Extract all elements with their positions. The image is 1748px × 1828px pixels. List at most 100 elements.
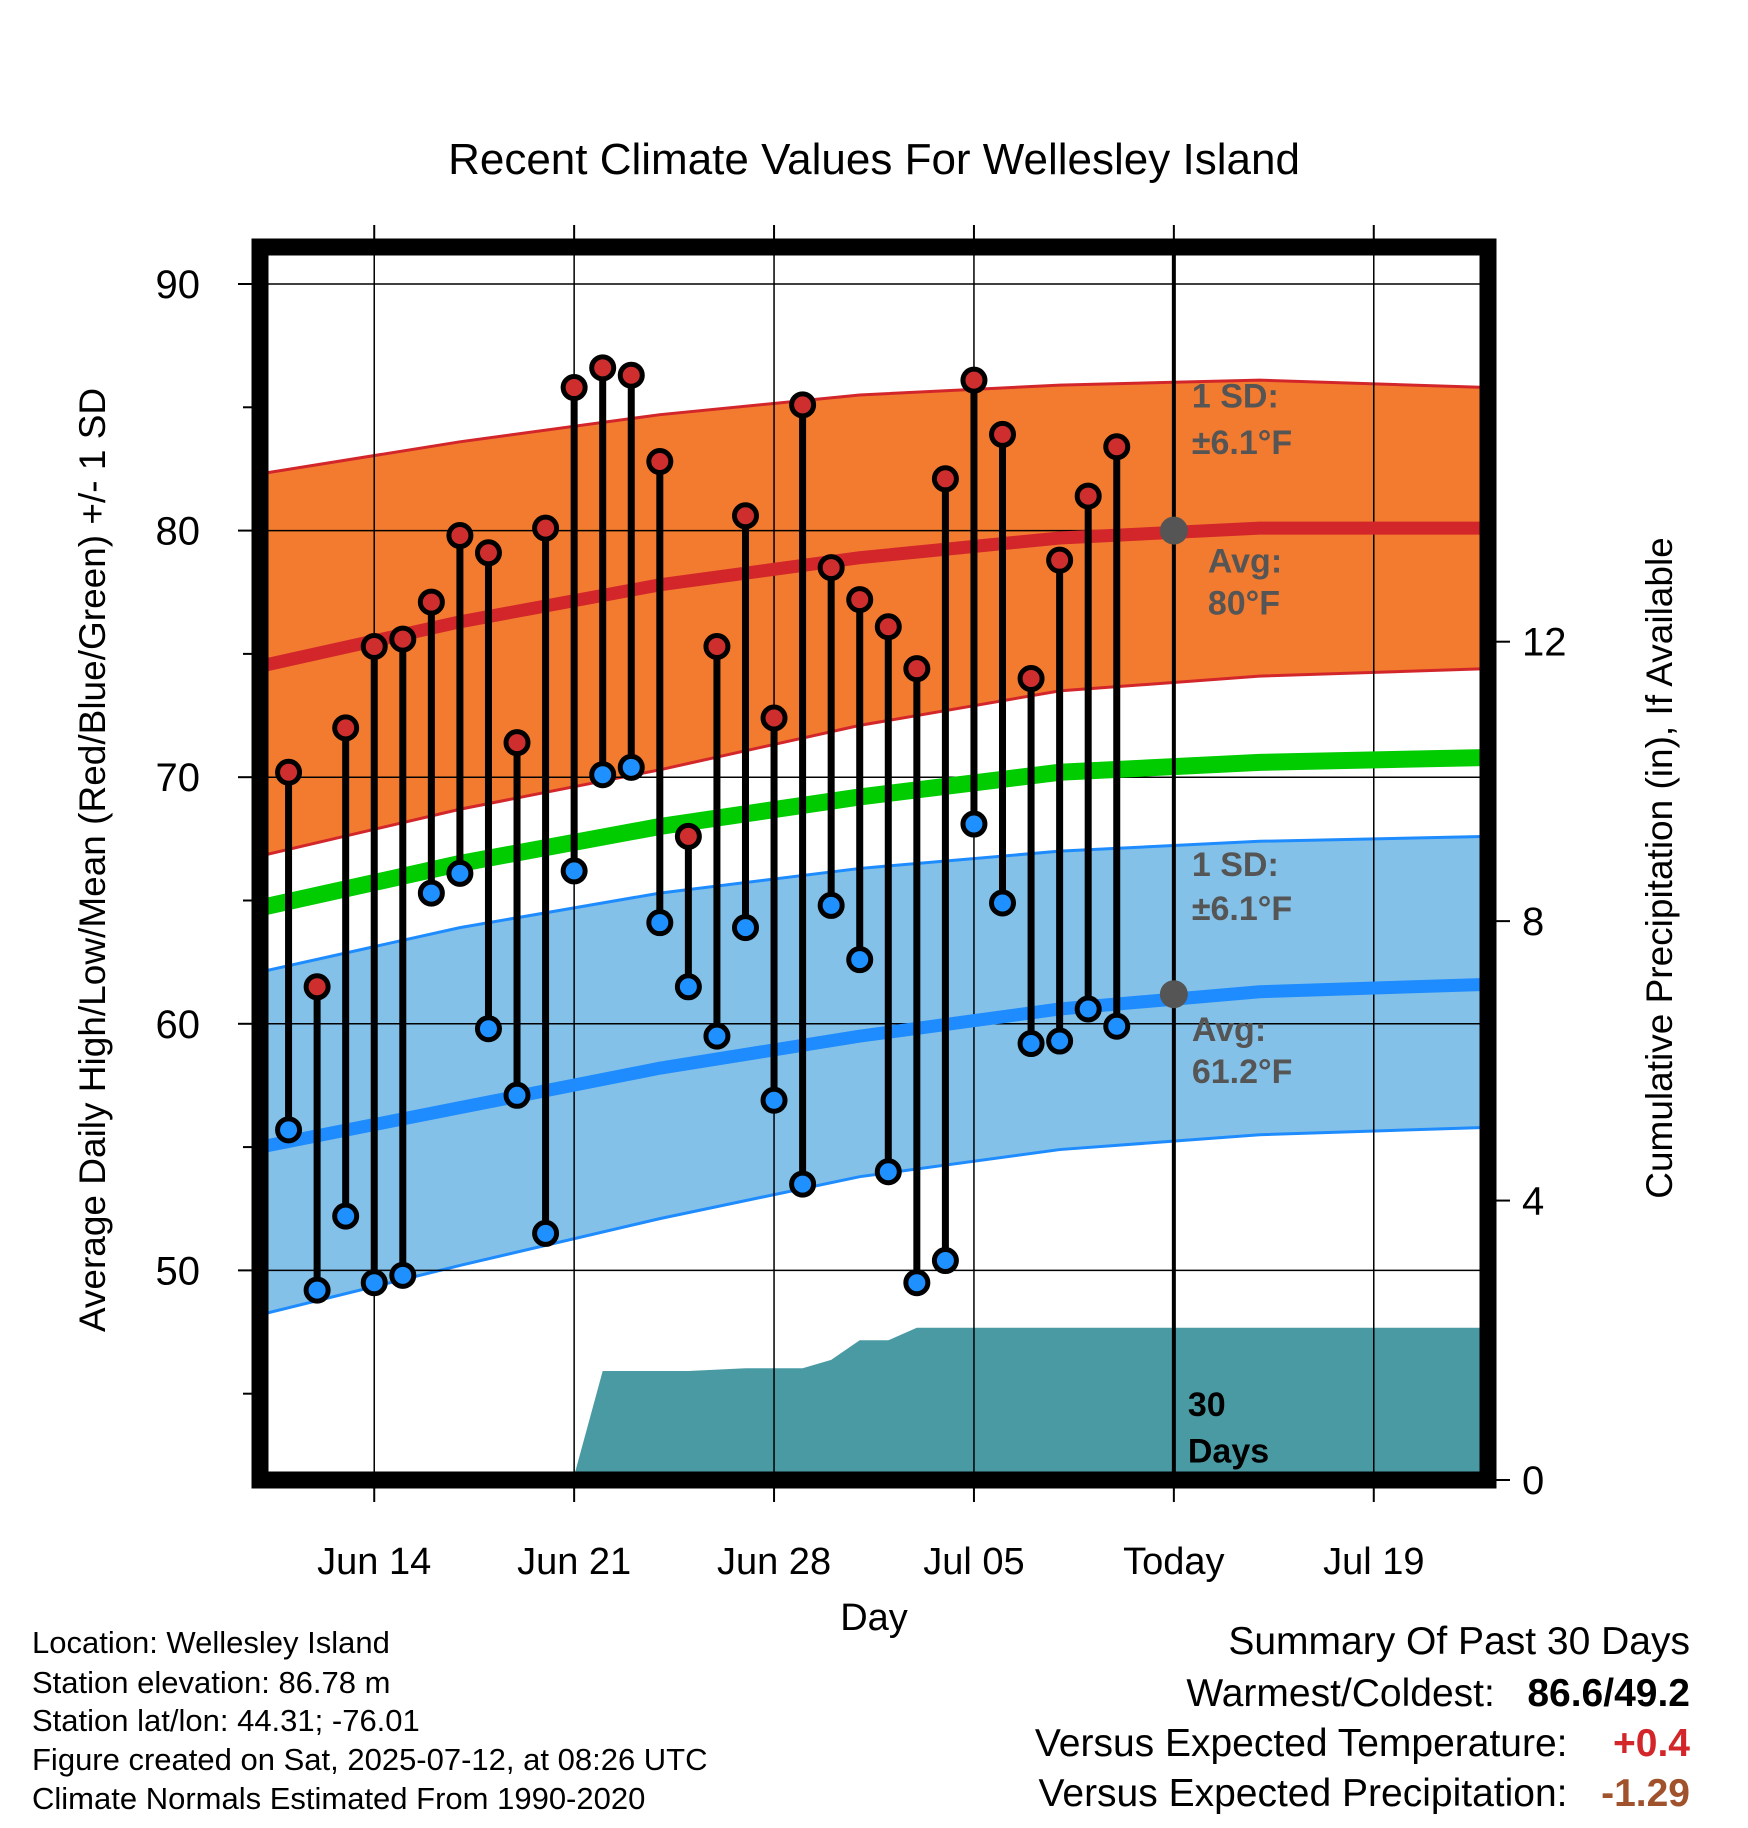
daily-high-point (474, 539, 502, 567)
daily-high-point (1103, 433, 1131, 461)
daily-high-point (532, 514, 560, 542)
y2-tick-label: 0 (1522, 1459, 1544, 1503)
x-tick-label: Jul 05 (923, 1541, 1024, 1583)
daily-high-point (617, 361, 645, 389)
low-sd-title: 1 SD: (1192, 846, 1279, 884)
daily-low-point (646, 909, 674, 937)
info-created: Figure created on Sat, 2025-07-12, at 08… (32, 1742, 708, 1777)
today-high-avg-marker (1159, 516, 1188, 545)
window-label-unit: Days (1188, 1433, 1269, 1471)
window-label-number: 30 (1188, 1386, 1226, 1424)
summary-warmest-value: 86.6/49.2 (1527, 1672, 1690, 1715)
y-axis-label: Average Daily High/Low/Mean (Red/Blue/Gr… (72, 388, 113, 1332)
daily-low-point (931, 1247, 959, 1275)
daily-high-point (446, 522, 474, 550)
y-tick-label: 90 (156, 263, 201, 307)
daily-low-point (474, 1015, 502, 1043)
daily-low-point (846, 946, 874, 974)
summary-warmest-row: Warmest/Coldest: 86.6/49.2 (1186, 1672, 1690, 1716)
daily-high-point (874, 613, 902, 641)
daily-high-point (989, 420, 1017, 448)
x-axis-label: Day (840, 1597, 908, 1639)
daily-high-point (1074, 482, 1102, 510)
y2-tick-label: 12 (1522, 621, 1567, 665)
summary-temp-value: +0.4 (1613, 1722, 1690, 1765)
daily-low-point (1134, 0, 1156, 11)
daily-high-point (360, 632, 388, 660)
daily-high-point (789, 391, 817, 419)
info-location: Location: Wellesley Island (32, 1625, 390, 1660)
y2-tick-label: 8 (1522, 900, 1544, 944)
daily-high-point (389, 625, 417, 653)
daily-low-point (617, 753, 645, 781)
daily-high-point (1017, 665, 1045, 693)
y2-tick-label: 4 (1522, 1180, 1544, 1224)
x-tick-label: Jun 28 (717, 1541, 831, 1583)
high-sd-value: ±6.1°F (1192, 424, 1292, 462)
daily-low-point (1074, 995, 1102, 1023)
info-latlon: Station lat/lon: 44.31; -76.01 (32, 1703, 420, 1738)
high-avg-title: Avg: (1208, 543, 1282, 581)
daily-low-point (674, 973, 702, 1001)
daily-low-point (903, 1269, 931, 1297)
daily-low-point (1017, 1030, 1045, 1058)
daily-high-point (960, 366, 988, 394)
daily-high-point (560, 374, 588, 402)
daily-high-point (703, 632, 731, 660)
y2-axis-label: Cumulative Precipitation (in), If Availa… (1639, 537, 1680, 1199)
daily-high-point (731, 502, 759, 530)
today-low-avg-marker (1159, 980, 1188, 1009)
daily-low-point (1046, 1027, 1074, 1055)
daily-high-point (303, 973, 331, 1001)
daily-high-point (417, 588, 445, 616)
precip-area (260, 1327, 1488, 1480)
daily-low-point (503, 1081, 531, 1109)
daily-low-point (1103, 1012, 1131, 1040)
info-elevation: Station elevation: 86.78 m (32, 1665, 391, 1700)
summary-temp-row: Versus Expected Temperature: +0.4 (1035, 1722, 1690, 1766)
daily-low-point (446, 859, 474, 887)
low-sd-lower-line (260, 1125, 1488, 1317)
daily-high-point (589, 354, 617, 382)
info-normals: Climate Normals Estimated From 1990-2020 (32, 1781, 646, 1816)
low-avg-value: 61.2°F (1192, 1053, 1293, 1091)
high-sd-title: 1 SD: (1192, 377, 1279, 415)
y-tick-label: 60 (156, 1003, 201, 1047)
daily-low-point (303, 1276, 331, 1304)
summary-warmest-label: Warmest/Coldest: (1186, 1672, 1495, 1715)
daily-low-point (417, 879, 445, 907)
summary-precip-value: -1.29 (1601, 1772, 1690, 1815)
daily-low-point (275, 1116, 303, 1144)
daily-low-point (532, 1219, 560, 1247)
summary-precip-label: Versus Expected Precipitation: (1038, 1772, 1568, 1815)
daily-high-point (1046, 546, 1074, 574)
daily-high-point (275, 758, 303, 786)
daily-low-point (332, 1202, 360, 1230)
high-sd-upper-line (260, 378, 1488, 476)
low-sd-value: ±6.1°F (1192, 890, 1292, 928)
daily-high-point (332, 714, 360, 742)
daily-low-point (703, 1022, 731, 1050)
daily-low-point (874, 1158, 902, 1186)
normal-low-line (260, 977, 1488, 1154)
summary-precip-row: Versus Expected Precipitation: -1.29 (1039, 1772, 1690, 1816)
daily-high-point (674, 822, 702, 850)
daily-high-point (903, 655, 931, 683)
daily-low-point (960, 810, 988, 838)
low-avg-title: Avg: (1192, 1011, 1266, 1049)
plot-contents (260, 0, 1488, 1480)
x-tick-label: Jul 19 (1323, 1541, 1424, 1583)
summary-title: Summary Of Past 30 Days (1228, 1620, 1690, 1663)
daily-low-point (989, 889, 1017, 917)
daily-low-point (731, 914, 759, 942)
y-tick-label: 50 (156, 1249, 201, 1293)
y-tick-label: 80 (156, 510, 201, 554)
daily-high-point (817, 554, 845, 582)
daily-high-point (846, 586, 874, 614)
daily-high-point (931, 465, 959, 493)
daily-high-point (760, 704, 788, 732)
daily-low-point (589, 761, 617, 789)
daily-low-point (360, 1269, 388, 1297)
